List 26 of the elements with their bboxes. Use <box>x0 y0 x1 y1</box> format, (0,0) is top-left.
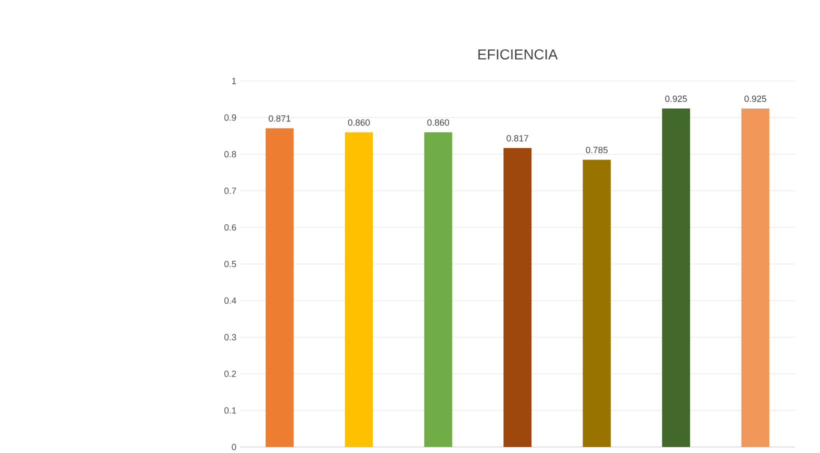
y-tick-label: 1 <box>232 78 236 84</box>
data-label: 0.871 <box>268 115 290 122</box>
y-tick-label: 0.4 <box>224 297 236 304</box>
y-tick-label: 0.9 <box>224 114 236 121</box>
chart-title: EFICIENCIA <box>478 49 558 60</box>
data-label: 0.925 <box>665 96 687 102</box>
bar <box>344 132 373 447</box>
y-tick-label: 0.8 <box>224 151 236 158</box>
y-tick-label: 0.1 <box>224 407 236 414</box>
bar <box>662 108 690 447</box>
bar <box>424 132 452 447</box>
data-label: 0.785 <box>586 146 608 154</box>
data-label: 0.925 <box>744 96 766 102</box>
bar <box>504 148 532 447</box>
y-tick-label: 0.2 <box>224 370 236 377</box>
data-label: 0.860 <box>348 119 370 126</box>
y-tick-label: 0.6 <box>224 224 236 231</box>
y-tick-label: 0.3 <box>224 334 236 340</box>
bar <box>582 160 611 447</box>
bar <box>266 128 294 447</box>
y-tick-label: 0.5 <box>224 260 236 268</box>
data-label: 0.860 <box>427 119 450 126</box>
bar <box>741 108 770 447</box>
y-tick-label: 0.7 <box>224 188 236 194</box>
data-label: 0.817 <box>506 135 528 142</box>
y-tick-label: 0 <box>232 444 236 450</box>
